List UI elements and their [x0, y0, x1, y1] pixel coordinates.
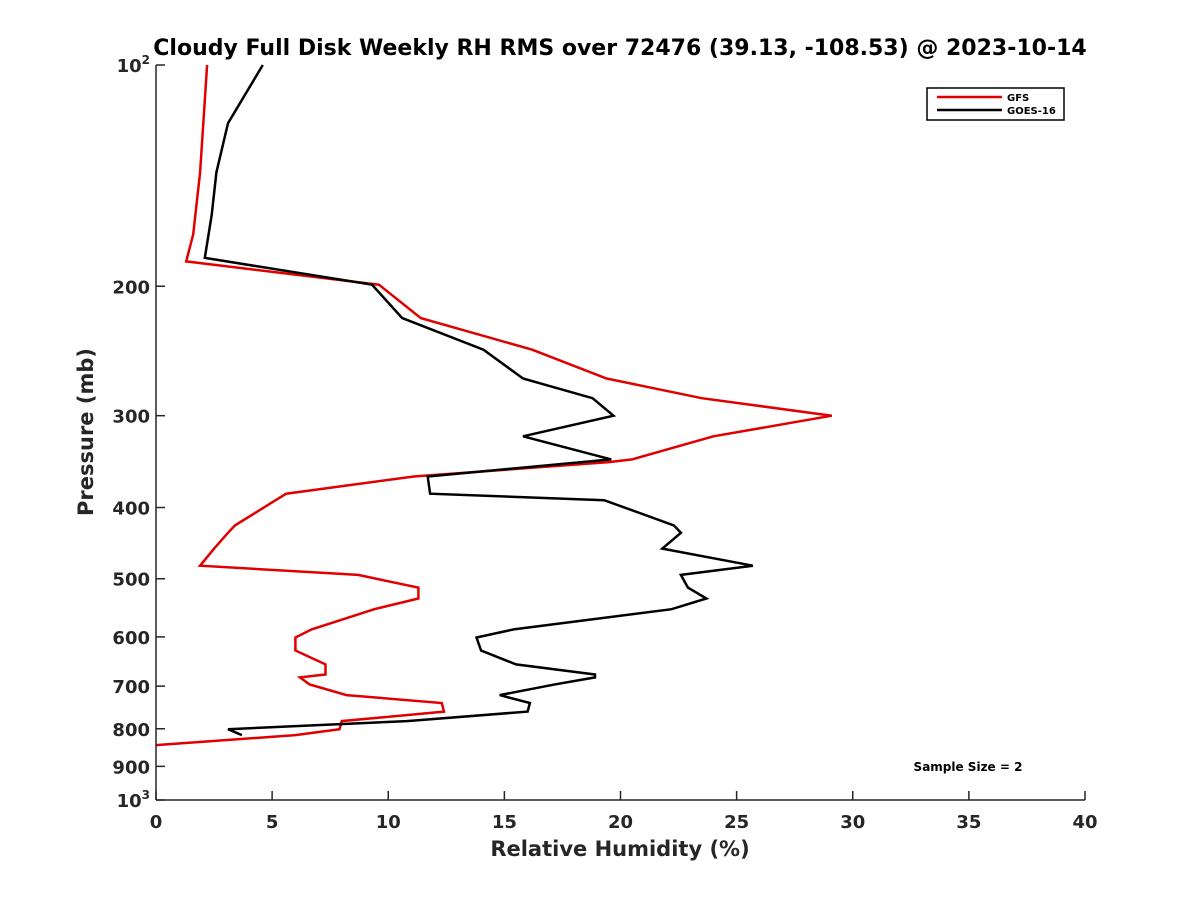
- legend-label-gfs: GFS: [1007, 93, 1029, 104]
- legend: GFS GOES-16: [926, 87, 1065, 121]
- y-tick-label-0: 102: [117, 53, 150, 77]
- x-tick-label-3: 15: [492, 812, 517, 833]
- y-tick-label-4: 500: [112, 570, 150, 591]
- series-line-goes-16: [203, 64, 754, 737]
- y-tick-label-9: 103: [117, 788, 150, 812]
- plot-area: [156, 65, 1085, 800]
- legend-label-goes16: GOES-16: [1007, 106, 1056, 117]
- legend-box: [926, 87, 1065, 121]
- x-tick-label-6: 30: [840, 812, 865, 833]
- y-tick-label-2: 300: [112, 407, 150, 428]
- x-tick-label-7: 35: [956, 812, 981, 833]
- x-tick-label-4: 20: [608, 812, 633, 833]
- x-axis-label: Relative Humidity (%): [490, 837, 749, 861]
- x-tick-label-8: 40: [1072, 812, 1097, 833]
- y-tick-label-3: 400: [112, 499, 150, 520]
- y-tick-label-7: 800: [112, 720, 150, 741]
- series-layer: [155, 64, 833, 747]
- series-line-gfs: [155, 64, 833, 747]
- y-axis-label: Pressure (mb): [74, 348, 98, 516]
- y-tick-label-6: 700: [112, 677, 150, 698]
- y-tick-label-8: 900: [112, 757, 150, 778]
- x-tick-label-5: 25: [724, 812, 749, 833]
- chart-title: Cloudy Full Disk Weekly RH RMS over 7247…: [153, 36, 1086, 61]
- x-tick-label-1: 5: [266, 812, 279, 833]
- y-tick-label-5: 600: [112, 628, 150, 649]
- sample-size-annotation: Sample Size = 2: [914, 760, 1023, 774]
- x-ticks: 0 5 10 15 20 25 30 35 40: [150, 791, 1098, 833]
- x-tick-label-0: 0: [150, 812, 163, 833]
- y-tick-label-1: 200: [112, 277, 150, 298]
- x-tick-label-2: 10: [376, 812, 401, 833]
- y-ticks: 102 200 300 400 500 600 700 800 900 103: [112, 53, 165, 812]
